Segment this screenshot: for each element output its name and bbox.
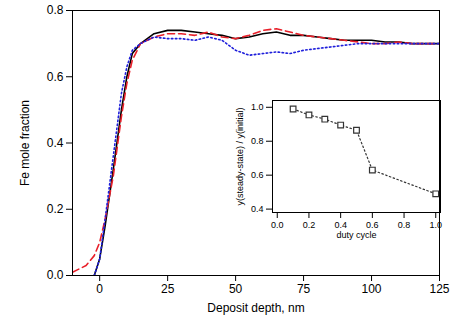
svg-text:0.0: 0.0 [47, 268, 64, 282]
svg-text:0.4: 0.4 [47, 136, 64, 150]
svg-text:50: 50 [229, 282, 243, 296]
svg-text:0.8: 0.8 [47, 3, 64, 17]
svg-text:Deposit depth, nm: Deposit depth, nm [207, 301, 304, 315]
svg-text:1.0: 1.0 [251, 102, 264, 112]
svg-text:0.8: 0.8 [251, 136, 264, 146]
svg-text:75: 75 [297, 282, 311, 296]
svg-text:0.4: 0.4 [334, 220, 347, 230]
svg-text:0.8: 0.8 [398, 220, 411, 230]
svg-text:0.4: 0.4 [251, 204, 264, 214]
svg-text:0.2: 0.2 [303, 220, 316, 230]
svg-text:y(steady-state) / y(initial): y(steady-state) / y(initial) [235, 107, 245, 205]
svg-text:0.2: 0.2 [47, 202, 64, 216]
svg-text:Fe mole fraction: Fe mole fraction [18, 100, 32, 186]
svg-text:0.6: 0.6 [251, 170, 264, 180]
svg-text:0.6: 0.6 [366, 220, 379, 230]
svg-text:duty cycle: duty cycle [336, 230, 376, 240]
svg-text:100: 100 [362, 282, 382, 296]
svg-text:0.6: 0.6 [47, 70, 64, 84]
svg-text:0: 0 [96, 282, 103, 296]
svg-text:1.0: 1.0 [429, 220, 442, 230]
svg-text:125: 125 [429, 282, 449, 296]
svg-text:0.0: 0.0 [271, 220, 284, 230]
svg-text:25: 25 [161, 282, 175, 296]
